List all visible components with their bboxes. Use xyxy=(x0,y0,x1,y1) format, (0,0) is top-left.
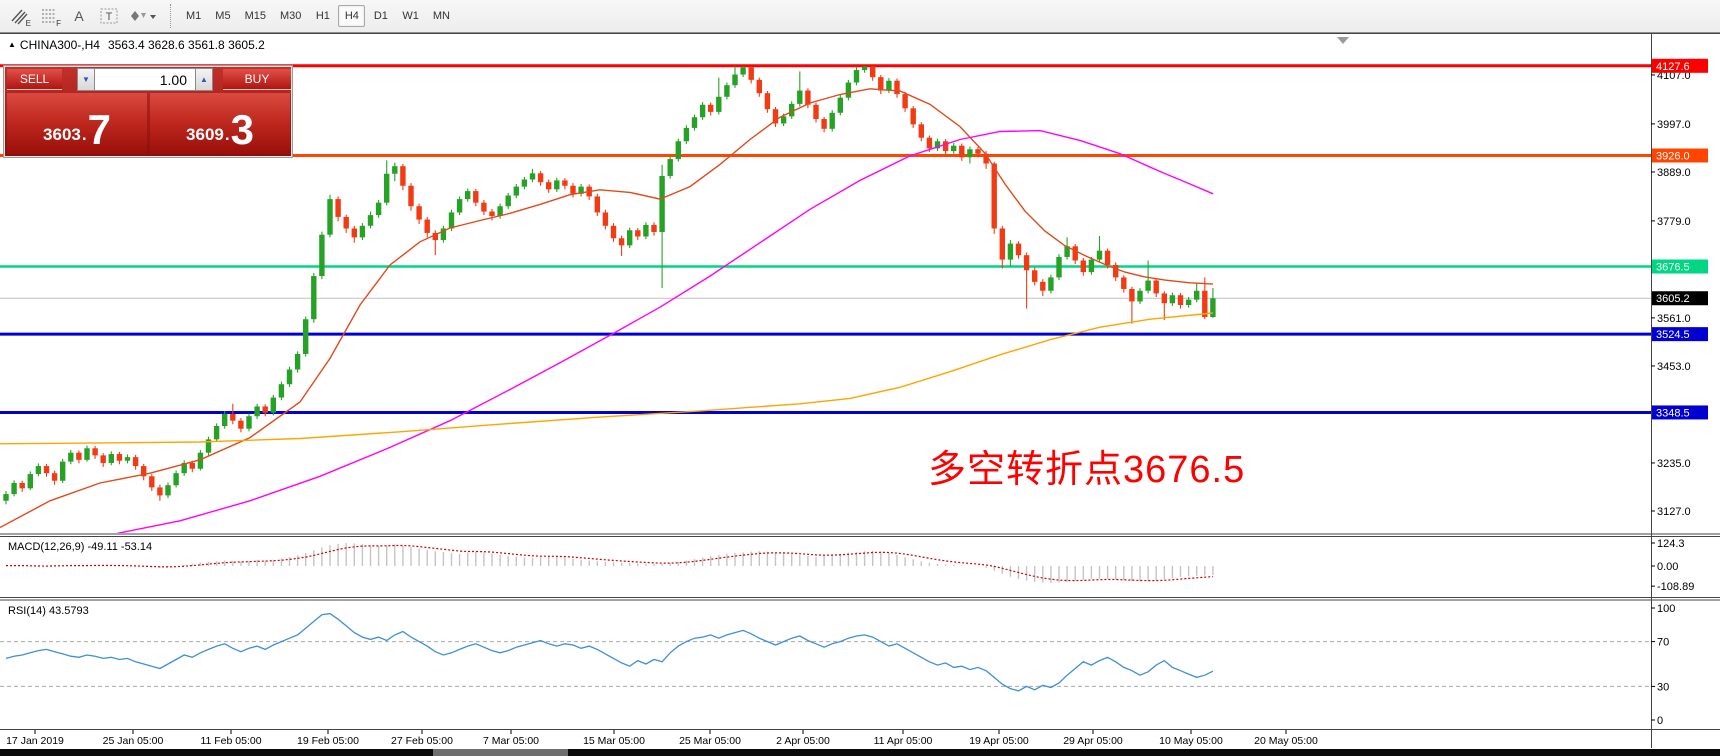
tf-button-m30[interactable]: M30 xyxy=(279,10,302,22)
volume-stepper: ▼ 1.00 ▲ xyxy=(77,68,213,91)
shift-marker-icon[interactable] xyxy=(1337,37,1349,44)
sell-price-dot: . xyxy=(81,125,87,144)
ma-mid xyxy=(115,129,1214,533)
svg-text:2 Apr 05:00: 2 Apr 05:00 xyxy=(776,735,830,747)
toolbar: E F A T M1 M5 M15 M30 H1 H4 D1 W1 MN xyxy=(0,0,1720,33)
icon-sub-label: F xyxy=(56,19,61,28)
timeframe-row: M1 M5 M15 M30 H1 H4 D1 W1 MN xyxy=(179,5,457,27)
svg-text:124.3: 124.3 xyxy=(1657,538,1685,550)
arrows-dropdown-icon[interactable] xyxy=(126,4,160,28)
svg-text:0: 0 xyxy=(1657,715,1663,727)
tf-button-h4[interactable]: H4 xyxy=(338,5,366,27)
svg-text:T: T xyxy=(106,11,113,23)
buy-price-dot: . xyxy=(224,125,230,144)
ohlc-values: 3563.4 3628.6 3561.8 3605.2 xyxy=(107,38,265,52)
chart-annotation-text: 多空转折点3676.5 xyxy=(928,449,1246,491)
price-axis: 4107.0 3997.0 3889.0 3779.0 3561.0 3453.0 3235… xyxy=(1651,58,1708,727)
svg-text:17 Jan 2019: 17 Jan 2019 xyxy=(6,735,64,747)
svg-text:7 Mar 05:00: 7 Mar 05:00 xyxy=(483,735,539,747)
svg-text:0.00: 0.00 xyxy=(1657,561,1678,573)
text-icon[interactable]: A xyxy=(74,8,84,24)
trade-panel-prices: 3603. 7 3609. 3 xyxy=(5,93,291,156)
svg-text:3997.0: 3997.0 xyxy=(1657,119,1691,131)
svg-text:11 Apr 05:00: 11 Apr 05:00 xyxy=(874,735,933,747)
svg-text:3889.0: 3889.0 xyxy=(1657,167,1691,179)
icon-sub-label: E xyxy=(25,19,31,28)
svg-text:3676.5: 3676.5 xyxy=(1656,262,1690,274)
tf-button-mn[interactable]: MN xyxy=(432,10,450,22)
fibonacci-icon[interactable]: F xyxy=(36,4,62,28)
rsi-label: RSI(14) 43.5793 xyxy=(8,605,89,617)
equidistant-channel-icon[interactable]: E xyxy=(6,4,32,28)
svg-text:15 Mar 05:00: 15 Mar 05:00 xyxy=(583,735,645,747)
macd-signal-line xyxy=(6,544,1213,582)
one-click-trading-panel: SELL ▼ 1.00 ▲ BUY 3603. 7 3609. 3 xyxy=(4,66,292,157)
svg-text:4127.6: 4127.6 xyxy=(1656,61,1690,73)
tf-button-m1[interactable]: M1 xyxy=(186,10,202,22)
trade-panel-top-row: SELL ▼ 1.00 ▲ BUY xyxy=(5,67,291,93)
buy-price-big-digit: 3 xyxy=(230,106,254,153)
tf-button-m15[interactable]: M15 xyxy=(244,10,266,22)
svg-text:3561.0: 3561.0 xyxy=(1657,313,1691,325)
svg-text:19 Feb 05:00: 19 Feb 05:00 xyxy=(297,735,359,747)
volume-decrease-button[interactable]: ▼ xyxy=(77,68,95,91)
svg-text:19 Apr 05:00: 19 Apr 05:00 xyxy=(969,735,1029,747)
buy-button[interactable]: BUY xyxy=(223,69,291,90)
svg-text:3605.2: 3605.2 xyxy=(1656,293,1690,305)
taskbar-strip xyxy=(0,749,1720,756)
chart-header: ▲ CHINA300-,H4 3563.4 3628.6 3561.8 3605.2 xyxy=(8,38,265,52)
date-axis: 17 Jan 2019 25 Jan 05:00 11 Feb 05:00 19 Fe… xyxy=(6,730,1318,747)
panel-borders xyxy=(0,33,1720,756)
svg-text:3926.0: 3926.0 xyxy=(1656,150,1690,162)
buy-price-main: 3609 xyxy=(186,125,224,144)
svg-text:-108.89: -108.89 xyxy=(1657,581,1694,593)
tf-button-m5[interactable]: M5 xyxy=(215,10,231,22)
volume-input[interactable]: 1.00 xyxy=(95,68,195,91)
tf-button-w1[interactable]: W1 xyxy=(402,10,419,22)
macd-panel[interactable] xyxy=(5,543,1214,584)
candles xyxy=(3,66,1216,505)
macd-label: MACD(12,26,9) -49.11 -53.14 xyxy=(8,541,153,553)
svg-text:70: 70 xyxy=(1657,637,1669,649)
svg-text:3453.0: 3453.0 xyxy=(1657,361,1691,373)
volume-increase-button[interactable]: ▲ xyxy=(195,68,213,91)
svg-text:4107.0: 4107.0 xyxy=(1657,70,1691,82)
sell-price-button[interactable]: 3603. 7 xyxy=(7,93,147,154)
svg-text:11 Feb 05:00: 11 Feb 05:00 xyxy=(200,735,261,747)
svg-text:3348.5: 3348.5 xyxy=(1656,407,1690,419)
rsi-line xyxy=(5,612,1214,692)
svg-text:3524.5: 3524.5 xyxy=(1656,329,1690,341)
rsi-panel[interactable] xyxy=(0,612,1651,692)
svg-text:10 May 05:00: 10 May 05:00 xyxy=(1159,735,1223,747)
ma-slow xyxy=(0,312,1214,445)
symbol-period-label: CHINA300-,H4 xyxy=(19,38,100,52)
svg-text:3779.0: 3779.0 xyxy=(1657,216,1691,228)
sell-button[interactable]: SELL xyxy=(7,69,62,90)
svg-text:29 Apr 05:00: 29 Apr 05:00 xyxy=(1063,735,1123,747)
toolbar-separator xyxy=(170,4,171,28)
svg-text:27 Feb 05:00: 27 Feb 05:00 xyxy=(391,735,453,747)
svg-text:3235.0: 3235.0 xyxy=(1657,458,1691,470)
svg-text:30: 30 xyxy=(1657,681,1669,693)
sell-price-big-digit: 7 xyxy=(87,106,111,153)
svg-text:100: 100 xyxy=(1657,603,1675,615)
collapse-icon[interactable]: ▲ xyxy=(8,40,16,49)
sell-price-main: 3603 xyxy=(43,125,81,144)
svg-text:25 Jan 05:00: 25 Jan 05:00 xyxy=(103,735,164,747)
svg-text:3127.0: 3127.0 xyxy=(1657,506,1691,518)
text-label-icon[interactable]: T xyxy=(96,4,122,28)
tf-button-h1[interactable]: H1 xyxy=(315,10,330,22)
svg-text:25 Mar 05:00: 25 Mar 05:00 xyxy=(679,735,741,747)
buy-price-button[interactable]: 3609. 3 xyxy=(150,93,290,154)
svg-text:20 May 05:00: 20 May 05:00 xyxy=(1254,735,1318,747)
tf-button-d1[interactable]: D1 xyxy=(373,10,388,22)
ma-fast xyxy=(0,88,1214,529)
